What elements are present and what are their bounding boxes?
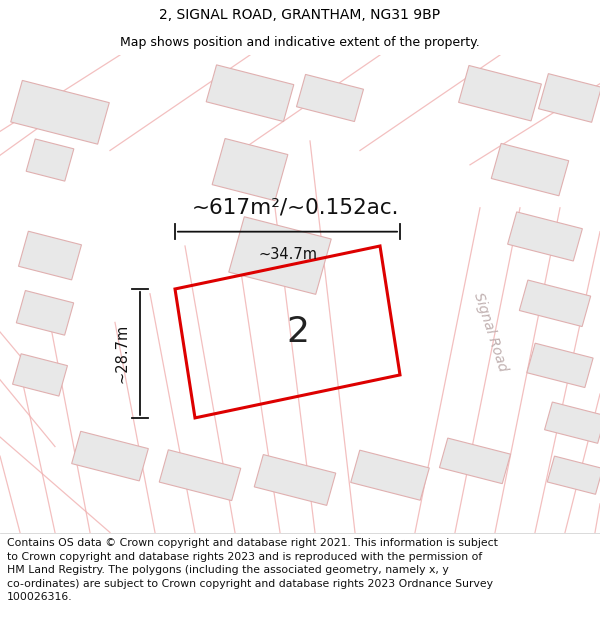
- Polygon shape: [11, 81, 109, 144]
- Text: 2: 2: [286, 315, 309, 349]
- Polygon shape: [206, 65, 294, 121]
- Polygon shape: [26, 139, 74, 181]
- Polygon shape: [16, 291, 74, 335]
- Polygon shape: [545, 402, 600, 443]
- Polygon shape: [539, 74, 600, 122]
- Text: ~617m²/~0.152ac.: ~617m²/~0.152ac.: [191, 198, 399, 217]
- Polygon shape: [547, 456, 600, 494]
- Polygon shape: [458, 66, 541, 121]
- Polygon shape: [350, 450, 430, 500]
- Polygon shape: [13, 354, 67, 396]
- Text: ~28.7m: ~28.7m: [115, 324, 130, 383]
- Polygon shape: [212, 139, 288, 201]
- Polygon shape: [491, 143, 569, 196]
- Polygon shape: [159, 450, 241, 501]
- Text: 2, SIGNAL ROAD, GRANTHAM, NG31 9BP: 2, SIGNAL ROAD, GRANTHAM, NG31 9BP: [160, 8, 440, 22]
- Text: Map shows position and indicative extent of the property.: Map shows position and indicative extent…: [120, 36, 480, 49]
- Polygon shape: [520, 280, 590, 326]
- Polygon shape: [254, 454, 336, 506]
- Polygon shape: [527, 343, 593, 388]
- Polygon shape: [19, 231, 82, 280]
- Polygon shape: [296, 74, 364, 121]
- Text: Contains OS data © Crown copyright and database right 2021. This information is : Contains OS data © Crown copyright and d…: [7, 538, 498, 602]
- Text: ~34.7m: ~34.7m: [258, 247, 317, 262]
- Polygon shape: [508, 212, 583, 261]
- Text: Signal Road: Signal Road: [470, 291, 509, 373]
- Polygon shape: [229, 217, 331, 294]
- Polygon shape: [71, 431, 148, 481]
- Polygon shape: [439, 438, 511, 484]
